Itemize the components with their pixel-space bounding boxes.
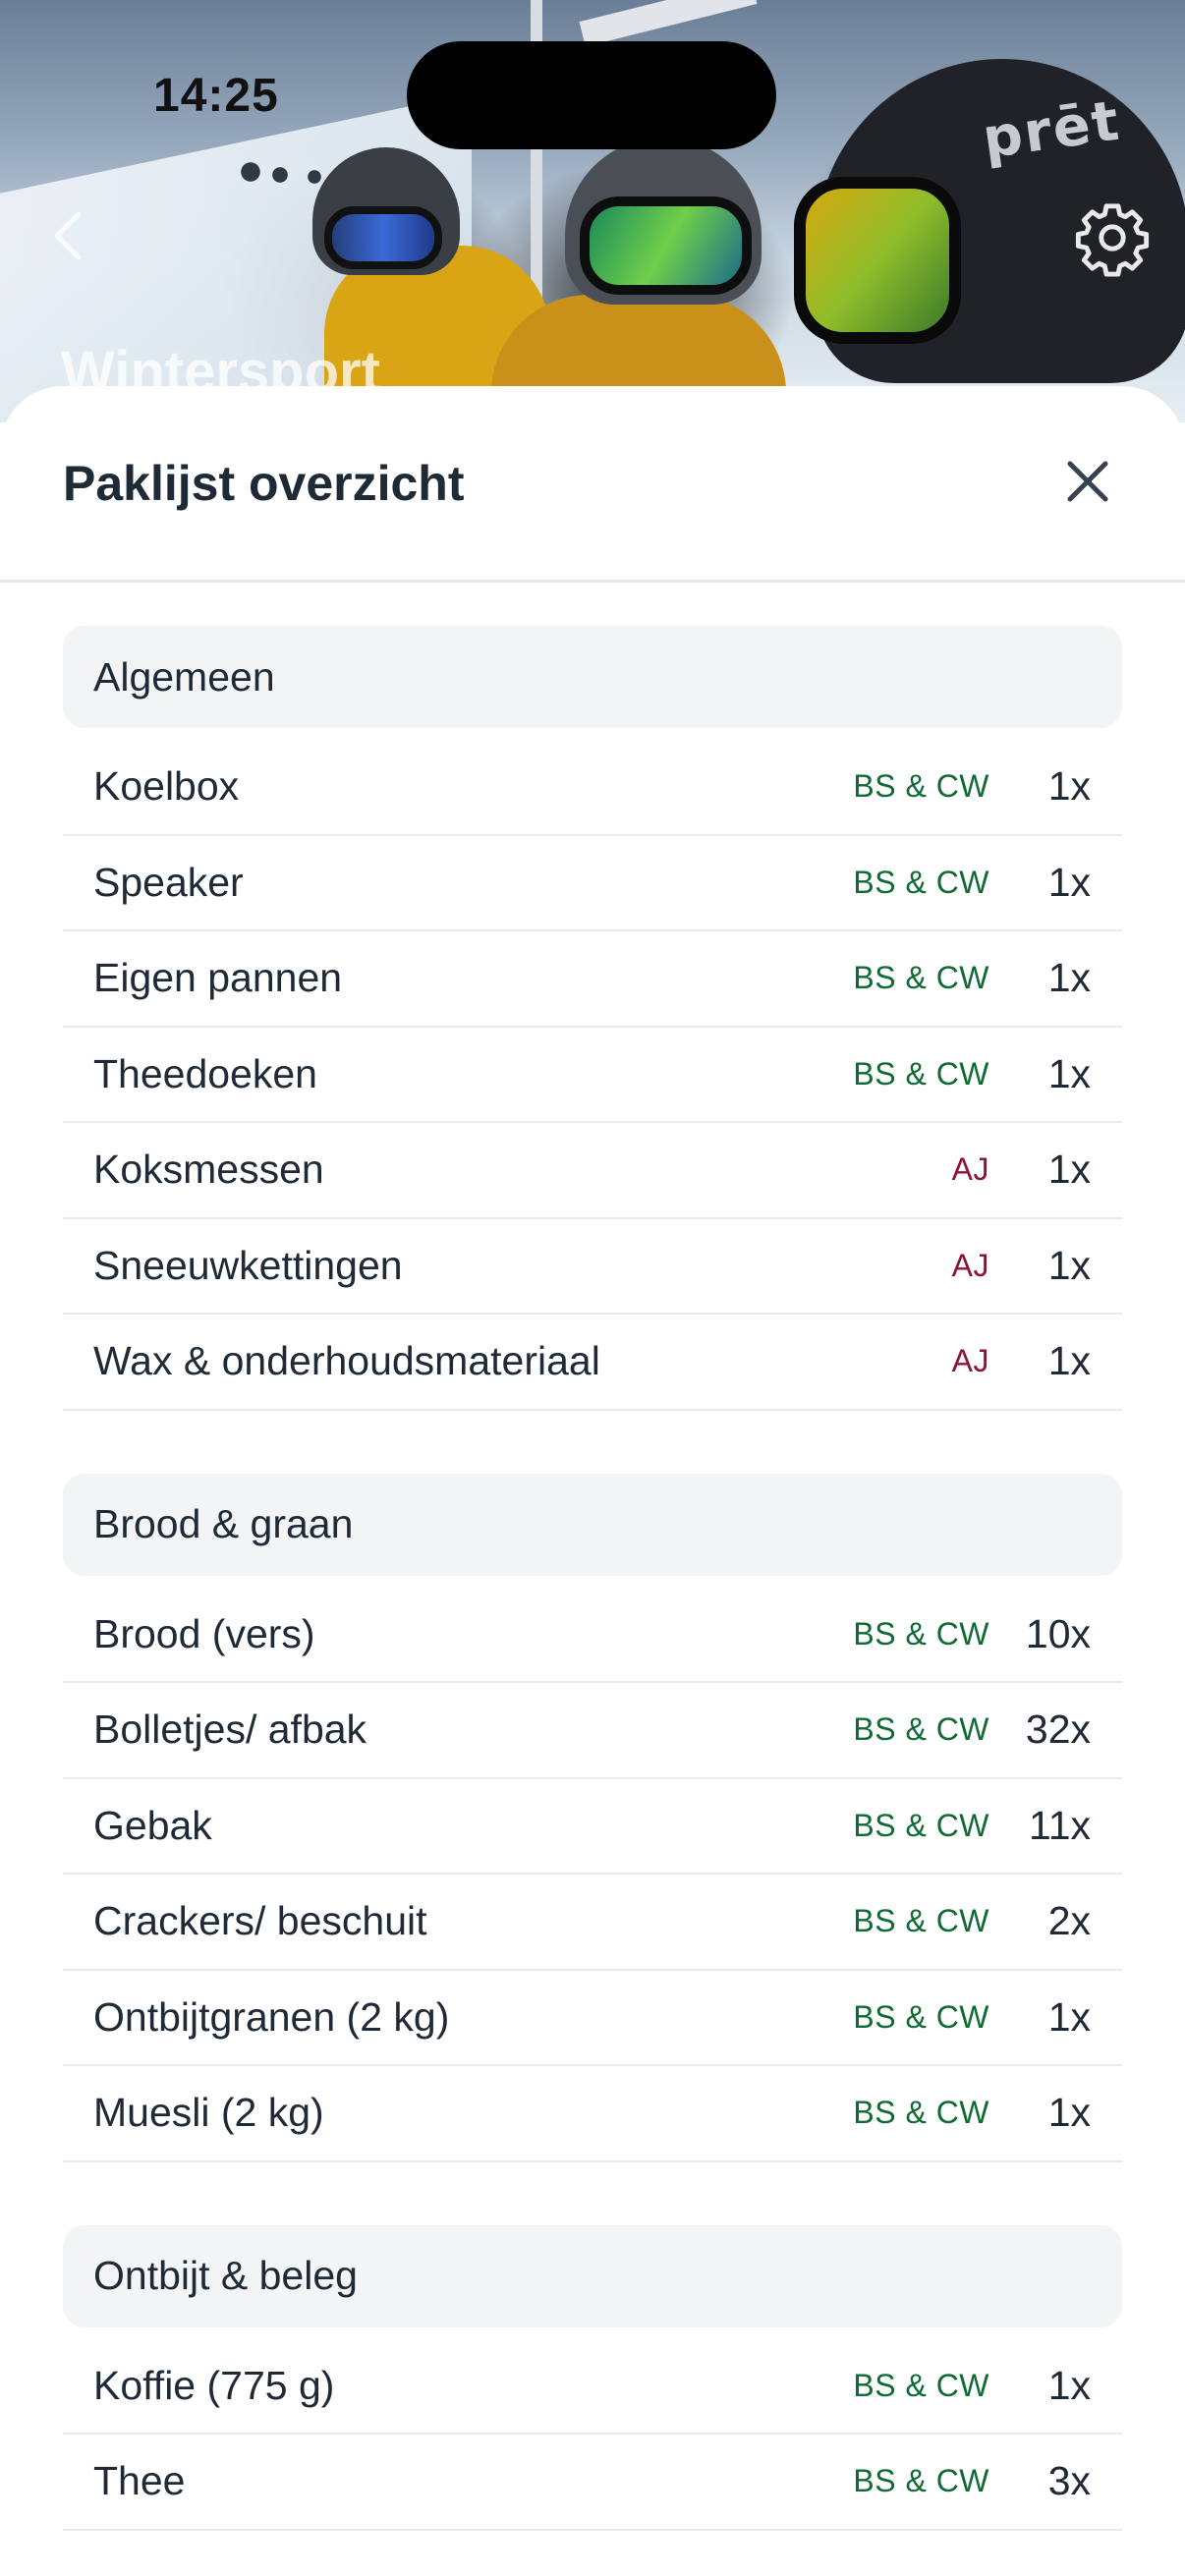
list-item[interactable]: Ontbijtgranen (2 kg) BS & CW 1x [63,1971,1122,2066]
item-name: Theedoeken [93,1050,317,1096]
sheet-body: Algemeen Koelbox BS & CW 1x Speaker BS & CW 1x… [0,583,1185,2531]
item-list: Koelbox BS & CW 1x Speaker BS & CW 1x Eigen pa… [63,740,1122,1411]
item-name: Koksmessen [93,1147,324,1193]
item-quantity: 1x [1047,2362,1091,2408]
category-section: Ontbijt & beleg Koffie (775 g) BS & CW 1x Th… [63,2224,1122,2531]
item-quantity: 3x [1047,2458,1091,2504]
item-assignee: BS & CW [853,960,989,996]
item-quantity: 1x [1047,1050,1091,1096]
list-item[interactable]: Wax & onderhoudsmateriaal AJ 1x [63,1315,1122,1411]
category-header: Brood & graan [63,1473,1122,1576]
item-quantity: 1x [1047,1993,1091,2040]
item-name: Brood (vers) [93,1610,315,1656]
category-header: Ontbijt & beleg [63,2224,1122,2327]
list-item[interactable]: Theedoeken BS & CW 1x [63,1028,1122,1123]
item-assignee: BS & CW [853,1711,989,1748]
item-assignee: BS & CW [853,1615,989,1652]
item-name: Speaker [93,859,244,905]
item-assignee: BS & CW [853,1998,989,2035]
item-name: Eigen pannen [93,955,343,1001]
item-assignee: BS & CW [853,2367,989,2403]
item-quantity: 1x [1047,859,1091,905]
list-item[interactable]: Speaker BS & CW 1x [63,836,1122,931]
item-name: Bolletjes/ afbak [93,1707,367,1753]
item-assignee: AJ [951,1247,989,1283]
item-quantity: 1x [1047,763,1091,810]
item-quantity: 1x [1047,1147,1091,1193]
close-button[interactable] [1056,450,1119,513]
sheet-title: Paklijst overzicht [63,456,465,511]
item-quantity: 1x [1047,955,1091,1001]
item-name: Wax & onderhoudsmateriaal [93,1338,600,1384]
item-quantity: 2x [1047,1898,1091,1944]
back-button[interactable] [37,196,96,275]
category-header: Algemeen [63,626,1122,728]
list-item[interactable]: Crackers/ beschuit BS & CW 2x [63,1875,1122,1971]
chevron-left-icon [54,211,82,260]
item-name: Muesli (2 kg) [93,2090,324,2136]
list-item[interactable]: Koksmessen AJ 1x [63,1123,1122,1219]
item-name: Koffie (775 g) [93,2362,335,2408]
list-item[interactable]: Koffie (775 g) BS & CW 1x [63,2339,1122,2435]
item-list: Brood (vers) BS & CW 10x Bolletjes/ afbak BS… [63,1588,1122,2162]
item-name: Sneeuwkettingen [93,1242,403,1288]
item-quantity: 11x [1028,1802,1091,1848]
sheet-header: Paklijst overzicht [0,386,1185,583]
item-assignee: AJ [951,1343,989,1379]
item-name: Crackers/ beschuit [93,1898,427,1944]
close-icon [1067,461,1108,502]
category-section: Brood & graan Brood (vers) BS & CW 10x Bolle… [63,1473,1122,2162]
item-name: Gebak [93,1802,212,1848]
list-item[interactable]: Brood (vers) BS & CW 10x [63,1588,1122,1683]
item-assignee: BS & CW [853,2463,989,2499]
list-item[interactable]: Muesli (2 kg) BS & CW 1x [63,2066,1122,2162]
dynamic-island [407,41,776,149]
list-item[interactable]: Gebak BS & CW 11x [63,1779,1122,1875]
item-assignee: BS & CW [853,864,989,900]
list-item[interactable]: Thee BS & CW 3x [63,2435,1122,2531]
gear-icon [1075,203,1150,277]
list-item[interactable]: Bolletjes/ afbak BS & CW 32x [63,1683,1122,1779]
item-assignee: BS & CW [853,2095,989,2131]
item-assignee: BS & CW [853,1807,989,1843]
list-item[interactable]: Sneeuwkettingen AJ 1x [63,1219,1122,1315]
item-assignee: BS & CW [853,1055,989,1092]
settings-button[interactable] [1071,196,1154,279]
list-item[interactable]: Koelbox BS & CW 1x [63,740,1122,836]
packing-list-sheet: Paklijst overzicht Algemeen Koelbox BS & C… [0,386,1185,2576]
item-quantity: 32x [1025,1707,1091,1753]
item-list: Koffie (775 g) BS & CW 1x Thee BS & CW 3x [63,2339,1122,2531]
item-quantity: 10x [1025,1610,1091,1656]
item-name: Thee [93,2458,186,2504]
item-quantity: 1x [1047,1242,1091,1288]
item-assignee: AJ [951,1151,989,1188]
item-assignee: BS & CW [853,1903,989,1939]
item-name: Ontbijtgranen (2 kg) [93,1993,450,2040]
item-name: Koelbox [93,763,240,810]
item-assignee: BS & CW [853,768,989,805]
item-quantity: 1x [1047,1338,1091,1384]
category-section: Algemeen Koelbox BS & CW 1x Speaker BS & CW 1x… [63,626,1122,1411]
list-item[interactable]: Eigen pannen BS & CW 1x [63,931,1122,1028]
status-time: 14:25 [153,70,279,122]
item-quantity: 1x [1047,2090,1091,2136]
